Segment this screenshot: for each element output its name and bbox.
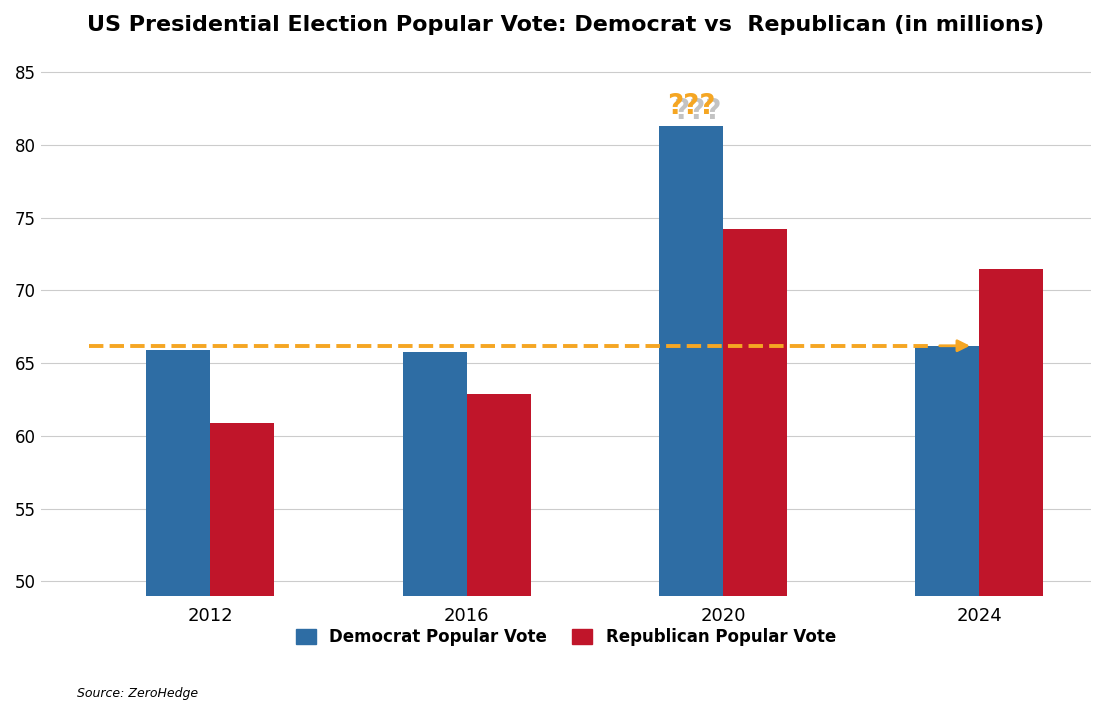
Text: Source: ZeroHedge: Source: ZeroHedge bbox=[77, 687, 199, 700]
Bar bbox=[403, 351, 467, 711]
Bar bbox=[210, 423, 274, 711]
Bar bbox=[915, 346, 979, 711]
Bar bbox=[467, 394, 531, 711]
Text: ???: ??? bbox=[667, 92, 716, 120]
Bar bbox=[659, 126, 723, 711]
Bar bbox=[723, 230, 787, 711]
Legend: Democrat Popular Vote, Republican Popular Vote: Democrat Popular Vote, Republican Popula… bbox=[290, 622, 843, 653]
Bar bbox=[146, 350, 210, 711]
Title: US Presidential Election Popular Vote: Democrat vs  Republican (in millions): US Presidential Election Popular Vote: D… bbox=[87, 15, 1044, 35]
Text: ???: ??? bbox=[674, 97, 721, 124]
Bar bbox=[979, 269, 1043, 711]
